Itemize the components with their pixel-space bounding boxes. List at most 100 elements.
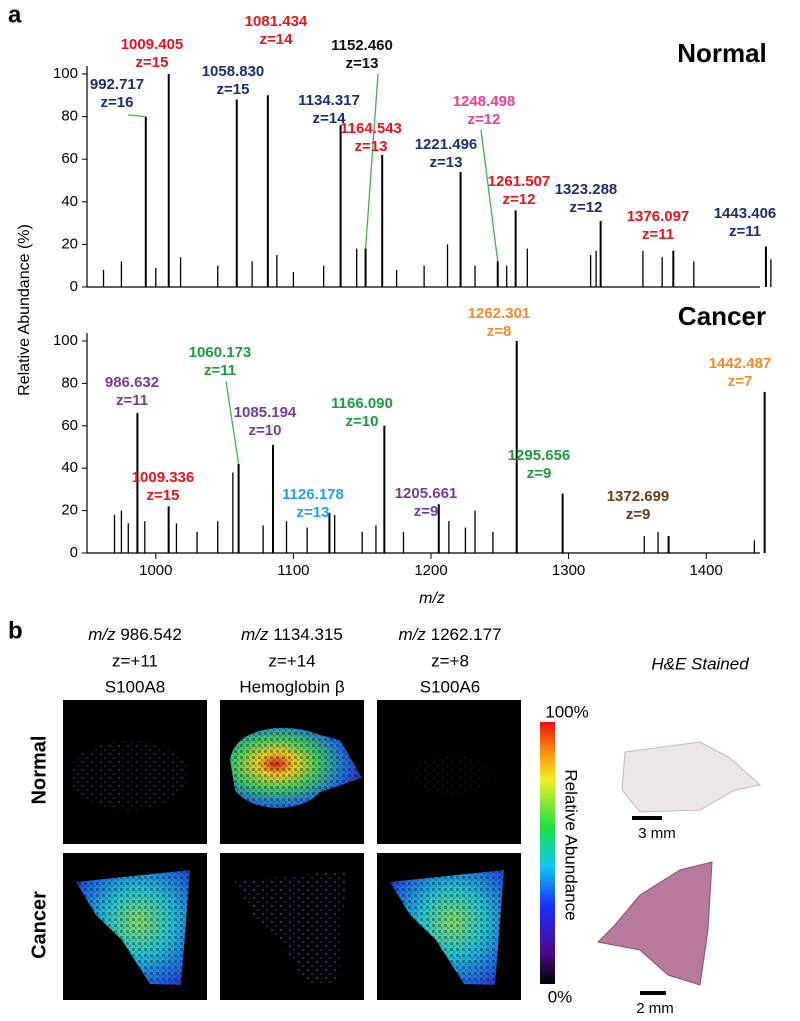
row-label: Normal	[28, 736, 50, 805]
y-tick-label: 60	[61, 150, 78, 167]
ion-signal	[70, 740, 190, 810]
peak-mz-label: 1261.507	[488, 173, 551, 190]
peak-charge-label: z=10	[249, 422, 282, 439]
peak-charge-label: z=12	[570, 199, 603, 216]
x-tick-label: 1300	[552, 562, 585, 579]
peak-charge-label: z=13	[430, 154, 463, 171]
peak-mz-label: 1134.317	[298, 92, 360, 109]
x-tick-label: 1200	[414, 562, 447, 579]
peak-mz-label: 1009.336	[132, 469, 195, 486]
peak-charge-label: z=11	[204, 362, 236, 379]
peak-charge-label: z=9	[527, 465, 552, 482]
peak-charge-label: z=9	[626, 506, 651, 523]
y-tick-label: 60	[61, 417, 78, 434]
column-protein: S100A6	[420, 677, 481, 696]
colorbar-max: 100%	[545, 702, 588, 721]
leader-line	[225, 380, 240, 465]
scale-label: 3 mm	[638, 825, 676, 842]
ion-texture	[390, 870, 504, 985]
ion-texture	[230, 727, 362, 808]
peak-mz-label: 992.717	[90, 76, 144, 93]
leader-line	[480, 129, 499, 262]
column-protein: S100A8	[105, 677, 166, 696]
y-tick-label: 20	[61, 235, 78, 252]
column-mz: m/z 1134.315	[241, 625, 343, 644]
peak-charge-label: z=13	[297, 504, 330, 521]
y-tick-label: 100	[53, 65, 78, 82]
column-charge: z=+8	[431, 651, 469, 670]
peak-charge-label: z=11	[642, 226, 674, 243]
column-mz: m/z 1262.177	[398, 625, 501, 644]
peak-mz-label: 1081.434	[245, 13, 308, 30]
panel-label: b	[8, 617, 23, 644]
chart-title: Cancer	[678, 301, 766, 331]
leader-line	[127, 114, 146, 118]
y-tick-label: 20	[61, 502, 78, 519]
peak-mz-label: 1164.543	[340, 120, 402, 137]
colorbar	[540, 722, 555, 984]
peak-charge-label: z=12	[468, 111, 501, 128]
peak-mz-label: 1248.498	[453, 93, 516, 110]
peak-mz-label: 1221.496	[415, 136, 478, 153]
peak-mz-label: 1442.487	[709, 355, 772, 372]
ion-texture	[76, 870, 190, 985]
row-label: Cancer	[28, 891, 50, 959]
panel-label: a	[8, 1, 22, 28]
leader-line	[364, 73, 379, 249]
y-tick-label: 40	[61, 459, 78, 476]
he-tissue	[596, 861, 713, 986]
peak-charge-label: z=13	[355, 138, 388, 155]
peak-mz-label: 1295.656	[508, 447, 571, 464]
column-charge: z=+14	[268, 651, 315, 670]
peak-charge-label: z=14	[260, 31, 294, 48]
peak-charge-label: z=9	[414, 503, 439, 520]
y-tick-label: 0	[70, 278, 78, 295]
he-title: H&E Stained	[651, 654, 749, 673]
y-tick-label: 0	[70, 544, 78, 561]
peak-mz-label: 1060.173	[189, 344, 252, 361]
peak-mz-label: 1126.178	[282, 486, 344, 503]
peak-mz-label: 1372.699	[607, 488, 670, 505]
peak-mz-label: 1323.288	[555, 181, 618, 198]
scale-label: 2 mm	[636, 1000, 674, 1017]
peak-charge-label: z=14	[313, 110, 347, 127]
peak-mz-label: 1443.406	[714, 205, 777, 222]
peak-charge-label: z=11	[729, 223, 761, 240]
imaging-panel: m/z 986.542 z=+11 S100A8 m/z 1134.315 z=…	[28, 625, 762, 1017]
peak-mz-label: 1205.661	[395, 485, 458, 502]
y-tick-label: 100	[53, 332, 78, 349]
peak-charge-label: z=15	[147, 487, 180, 504]
x-axis-label: m/z	[419, 590, 445, 607]
chart-title: Normal	[677, 38, 767, 68]
peak-charge-label: z=10	[346, 413, 379, 430]
he-tissue	[621, 741, 762, 813]
ion-signal	[233, 870, 347, 985]
peak-mz-label: 986.632	[105, 374, 159, 391]
peak-mz-label: 1262.301	[468, 305, 531, 322]
y-tick-label: 80	[61, 374, 78, 391]
spectra: Normal 0 20 40 60 80 100 Relative Abundance (%)…	[16, 13, 776, 607]
peak-mz-label: 1009.405	[121, 36, 184, 53]
peak-charge-label: z=15	[217, 81, 250, 98]
colorbar-label: Relative Abundance	[562, 769, 581, 920]
y-tick-label: 40	[61, 193, 78, 210]
colorbar-min: 0%	[548, 987, 573, 1006]
ion-signal	[410, 755, 490, 795]
x-tick-label: 1100	[277, 562, 309, 579]
column-charge: z=+11	[112, 651, 158, 670]
peak-charge-label: z=15	[136, 54, 169, 71]
peak-charge-label: z=16	[101, 94, 134, 111]
x-tick-label: 1000	[139, 562, 172, 579]
x-tick-label: 1400	[690, 562, 723, 579]
peak-charge-label: z=11	[116, 392, 148, 409]
peak-mz-label: 1166.090	[331, 395, 393, 412]
column-mz: m/z 986.542	[88, 625, 182, 644]
peak-charge-label: z=7	[728, 373, 753, 390]
peak-mz-label: 1152.460	[331, 37, 393, 54]
peak-charge-label: z=8	[487, 323, 512, 340]
peak-charge-label: z=13	[346, 55, 379, 72]
peak-mz-label: 1058.830	[202, 63, 265, 80]
column-protein: Hemoglobin β	[239, 677, 344, 696]
